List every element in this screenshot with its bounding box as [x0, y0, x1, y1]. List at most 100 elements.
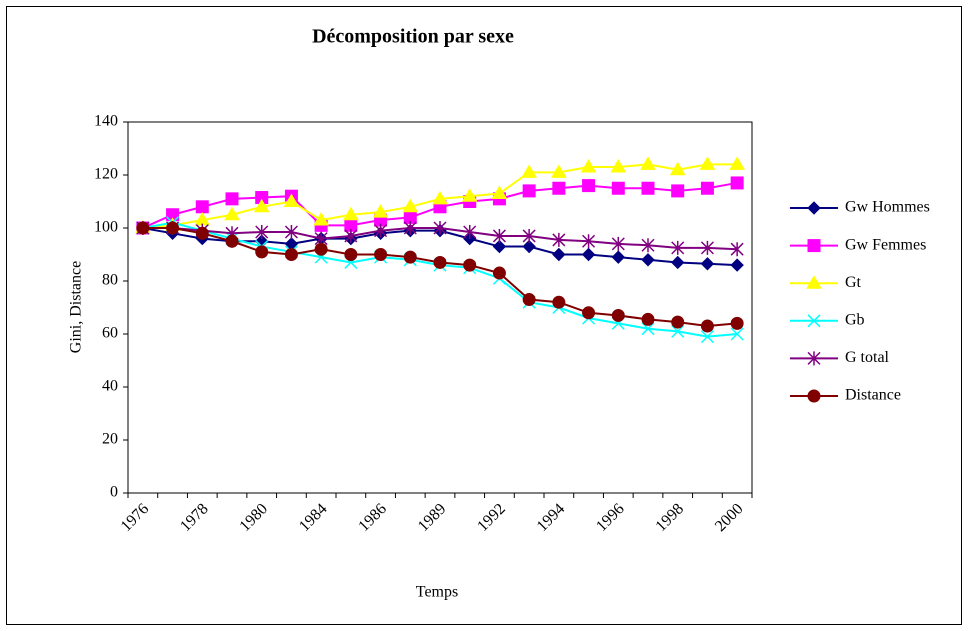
data-point: [433, 255, 447, 269]
data-point: [403, 221, 417, 235]
data-point: [253, 198, 270, 213]
data-point: [641, 181, 655, 195]
data-point: [552, 247, 566, 262]
data-point: [492, 239, 507, 254]
data-point: [461, 188, 478, 202]
data-point: [582, 234, 596, 249]
data-point: [729, 156, 746, 170]
data-point: [374, 223, 388, 238]
legend-marker: [807, 389, 821, 403]
data-point: [700, 330, 714, 344]
data-point: [671, 184, 685, 198]
legend-label: G total: [845, 349, 890, 366]
data-point: [582, 179, 596, 193]
y-tick-label: 120: [94, 166, 118, 183]
data-point: [640, 156, 656, 170]
data-point: [522, 184, 536, 198]
data-point: [255, 224, 269, 239]
data-point: [224, 206, 240, 221]
y-tick-label: 140: [94, 113, 118, 130]
data-point: [611, 250, 625, 264]
data-point: [611, 308, 625, 322]
data-point: [195, 200, 209, 214]
legend-label: Distance: [845, 387, 901, 404]
legend-marker: [807, 314, 821, 328]
data-point: [283, 193, 300, 207]
data-point: [225, 192, 239, 206]
data-point: [671, 240, 685, 255]
chart-title: Décomposition par sexe: [312, 26, 514, 48]
y-tick-label: 60: [102, 325, 118, 342]
data-point: [552, 232, 566, 247]
data-point: [284, 248, 298, 261]
data-point: [491, 185, 508, 200]
data-point: [581, 247, 596, 262]
y-tick-label: 0: [110, 484, 118, 501]
legend-label: Gt: [845, 274, 862, 291]
y-axis-label: Gini, Distance: [68, 261, 85, 353]
legend-label: Gw Hommes: [845, 199, 930, 216]
data-point: [730, 327, 744, 341]
data-point: [492, 266, 506, 280]
legend-marker: [807, 201, 821, 215]
data-point: [522, 293, 536, 307]
data-point: [611, 236, 625, 251]
data-point: [313, 212, 330, 226]
data-point: [136, 221, 150, 235]
data-point: [671, 255, 685, 270]
chart-border: [6, 6, 962, 625]
data-point: [641, 322, 655, 336]
data-point: [671, 315, 685, 329]
y-tick-label: 80: [102, 272, 118, 289]
data-point: [344, 248, 358, 261]
legend-marker: [807, 351, 821, 366]
data-point: [374, 248, 388, 261]
data-point: [522, 228, 536, 243]
data-point: [671, 324, 685, 338]
data-point: [700, 257, 715, 271]
data-point: [610, 159, 627, 173]
data-point: [582, 306, 596, 320]
data-point: [492, 228, 506, 243]
data-point: [284, 224, 298, 239]
data-point: [699, 156, 716, 170]
data-point: [730, 258, 744, 272]
y-tick-label: 40: [102, 378, 118, 395]
data-point: [314, 242, 328, 256]
data-point: [403, 250, 417, 264]
data-point: [552, 295, 566, 309]
data-point: [730, 176, 744, 190]
data-point: [641, 253, 655, 267]
data-point: [463, 224, 477, 239]
data-point: [700, 319, 714, 333]
data-point: [521, 164, 538, 178]
data-point: [641, 312, 655, 326]
data-point: [402, 198, 419, 213]
x-axis-label: Temps: [416, 584, 458, 601]
data-point: [730, 242, 744, 257]
data-point: [641, 238, 655, 253]
data-point: [580, 159, 597, 173]
plot-area: [127, 121, 753, 494]
data-point: [700, 181, 714, 195]
legend-marker: [807, 239, 821, 253]
data-point: [700, 240, 714, 255]
legend-label: Gw Femmes: [845, 236, 926, 253]
y-tick-label: 20: [102, 431, 118, 448]
legend-marker: [806, 275, 822, 289]
data-point: [433, 221, 447, 235]
y-tick-label: 100: [94, 219, 118, 236]
data-point: [342, 206, 359, 221]
data-point: [255, 245, 269, 259]
data-point: [166, 221, 180, 235]
data-point: [611, 181, 625, 195]
data-point: [432, 190, 448, 205]
data-point: [552, 181, 566, 195]
data-point: [225, 234, 239, 248]
data-point: [669, 161, 686, 176]
data-point: [730, 316, 744, 330]
data-point: [372, 204, 389, 218]
data-point: [195, 226, 209, 240]
